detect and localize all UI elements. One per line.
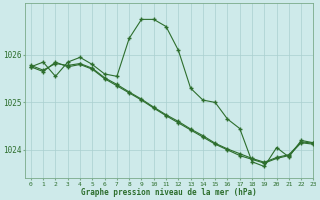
- X-axis label: Graphe pression niveau de la mer (hPa): Graphe pression niveau de la mer (hPa): [81, 188, 257, 197]
